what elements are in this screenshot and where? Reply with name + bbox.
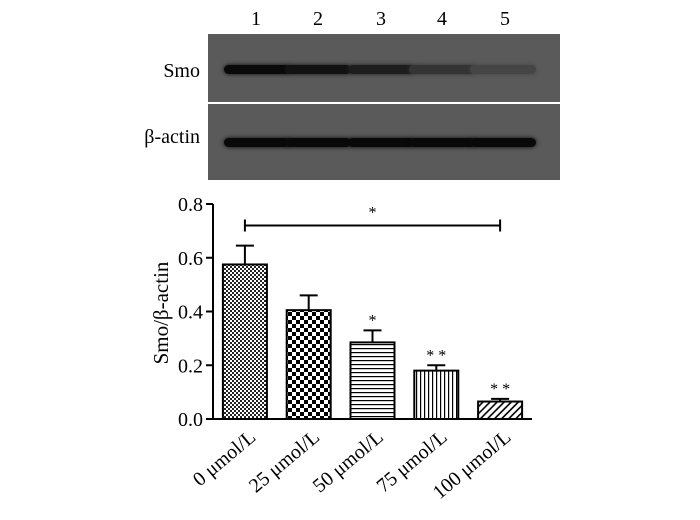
smo-row-label: Smo <box>163 60 200 82</box>
y-tick-label: 0.8 <box>178 194 203 216</box>
smo-blot-image <box>208 34 560 102</box>
chart-axes: 0.0 0.2 0.4 0.6 0.8 * <box>178 194 532 431</box>
smo-band-4 <box>409 65 475 74</box>
beta-actin-row-label: β-actin <box>144 126 200 148</box>
beta-actin-band-5 <box>470 138 536 147</box>
x-tick-label: 25 μmol/L <box>245 426 324 497</box>
smo-band-5 <box>470 65 536 74</box>
bar <box>413 369 460 420</box>
x-tick-label: 50 μmol/L <box>309 426 388 497</box>
bar <box>221 263 268 420</box>
smo-band-1 <box>224 65 290 74</box>
chart-bars: 0 μmol/L25 μmol/L*50 μmol/L* *75 μmol/L*… <box>189 244 524 504</box>
lane-label-2: 2 <box>313 8 323 30</box>
beta-actin-band-1 <box>224 138 290 147</box>
y-tick-label: 0.2 <box>178 355 203 377</box>
beta-actin-blot-image <box>208 104 560 180</box>
significance-marker: * * <box>490 381 510 398</box>
smo-band-3 <box>348 65 414 74</box>
y-tick-label: 0.6 <box>178 248 203 270</box>
y-tick-label: 0.4 <box>178 302 203 324</box>
y-tick-label: 0.0 <box>178 409 203 431</box>
lane-label-1: 1 <box>251 8 261 30</box>
lane-label-5: 5 <box>500 8 510 30</box>
western-blot-panel: 1 2 3 4 5 Smo β-actin <box>0 0 700 190</box>
bracket-significance-label: * <box>369 205 377 222</box>
smo-band-2 <box>285 65 351 74</box>
beta-actin-band-2 <box>285 138 351 147</box>
significance-marker: * <box>369 312 377 329</box>
bar <box>285 309 332 420</box>
beta-actin-band-3 <box>348 138 414 147</box>
beta-actin-band-4 <box>409 138 475 147</box>
lane-label-4: 4 <box>437 8 447 30</box>
significance-marker: * * <box>426 347 446 364</box>
y-axis-label: Smo/β-actin <box>149 261 173 364</box>
bar <box>349 341 396 420</box>
lane-label-3: 3 <box>376 8 386 30</box>
bar <box>477 400 524 420</box>
